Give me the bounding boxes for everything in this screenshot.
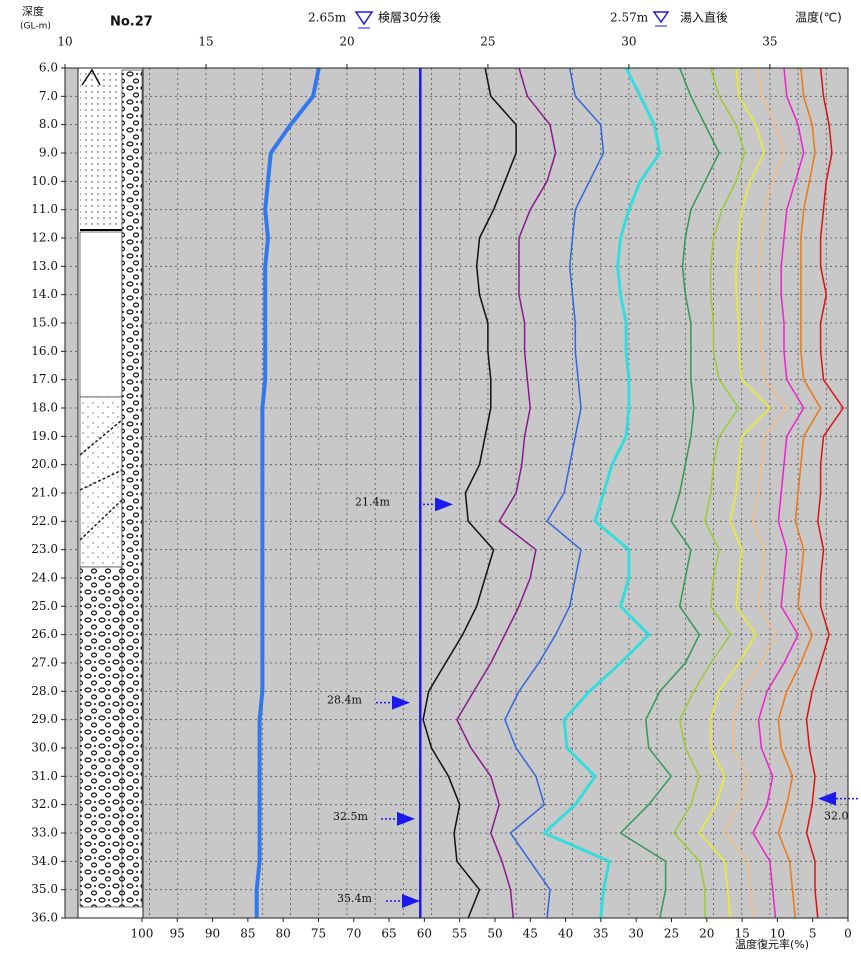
x2-tick-label: 10 <box>770 927 785 941</box>
water-level-symbol <box>356 12 372 28</box>
y-tick-label: 36.0 <box>31 911 58 925</box>
y-tick-label: 9.0 <box>39 146 58 160</box>
x2-tick-label: 65 <box>381 927 396 941</box>
annotation-label: 32.0 <box>824 810 849 823</box>
x2-tick-label: 50 <box>487 927 502 941</box>
depth-unit: (GL-m) <box>20 22 51 32</box>
x2-tick-label: 35 <box>593 927 608 941</box>
y-tick-label: 31.0 <box>31 769 58 783</box>
y-tick-label: 13.0 <box>31 259 58 273</box>
y-tick-label: 18.0 <box>31 401 58 415</box>
y-tick-label: 11.0 <box>31 202 58 216</box>
annotation-label: 28.4m <box>327 694 362 707</box>
x-tick-label: 35 <box>762 35 777 49</box>
y-tick-label: 17.0 <box>31 372 58 386</box>
x2-tick-label: 85 <box>240 927 255 941</box>
y-tick-label: 28.0 <box>31 684 58 698</box>
x-tick-label: 15 <box>198 35 213 49</box>
x-tick-label: 25 <box>480 35 495 49</box>
x2-tick-label: 75 <box>311 927 326 941</box>
y-tick-label: 34.0 <box>31 854 58 868</box>
x2-tick-label: 95 <box>170 927 185 941</box>
annotation-label: 35.4m <box>337 892 372 905</box>
well-name: No.27 <box>110 15 153 30</box>
x-tick-label: 10 <box>57 35 72 49</box>
x2-tick-label: 5 <box>809 927 817 941</box>
x2-tick-label: 20 <box>699 927 714 941</box>
x2-tick-label: 40 <box>558 927 573 941</box>
y-tick-label: 26.0 <box>31 627 58 641</box>
water-level-symbol <box>654 12 668 26</box>
page: {"chart_data": { "type": "line", "header… <box>0 0 861 955</box>
y-tick-label: 29.0 <box>31 712 58 726</box>
chart: 深度 (GL-m) No.27 2.65m 検層30分後 2.57m 湯入直後 … <box>0 0 861 955</box>
y-tick-label: 23.0 <box>31 542 58 556</box>
y-tick-label: 16.0 <box>31 344 58 358</box>
x2-tick-label: 90 <box>205 927 220 941</box>
x2-tick-label: 60 <box>417 927 432 941</box>
x-tick-label: 30 <box>621 35 636 49</box>
x2-tick-label: 80 <box>276 927 291 941</box>
x2-tick-label: 100 <box>131 927 154 941</box>
x2-tick-label: 25 <box>664 927 679 941</box>
y-tick-label: 25.0 <box>31 599 58 613</box>
annotation-label: 21.4m <box>355 495 390 508</box>
y-tick-label: 32.0 <box>31 797 58 811</box>
level-value: 2.65m <box>308 11 347 25</box>
y-tick-label: 12.0 <box>31 231 58 245</box>
x2-tick-label: 0 <box>844 927 852 941</box>
y-tick-label: 35.0 <box>31 882 58 896</box>
y-tick-label: 33.0 <box>31 826 58 840</box>
y-tick-label: 14.0 <box>31 287 58 301</box>
y-tick-label: 22.0 <box>31 514 58 528</box>
x2-tick-label: 55 <box>452 927 467 941</box>
geologic-column <box>78 68 143 918</box>
y-tick-label: 15.0 <box>31 316 58 330</box>
y-tick-label: 19.0 <box>31 429 58 443</box>
x2-tick-label: 30 <box>629 927 644 941</box>
level-caption: 検層30分後 <box>378 11 441 25</box>
annotation-label: 32.5m <box>333 810 368 823</box>
x2-tick-label: 15 <box>734 927 749 941</box>
temp-axis-label: 温度(℃) <box>795 10 842 25</box>
depth-label: 深度 <box>22 4 44 18</box>
y-tick-label: 21.0 <box>31 486 58 500</box>
y-tick-label: 27.0 <box>31 656 58 670</box>
y-tick-label: 7.0 <box>39 89 58 103</box>
level-value: 2.57m <box>610 11 649 25</box>
y-tick-label: 8.0 <box>39 117 58 131</box>
y-tick-label: 6.0 <box>39 61 58 75</box>
x2-tick-label: 45 <box>523 927 538 941</box>
level-caption: 湯入直後 <box>680 11 728 25</box>
x2-tick-label: 70 <box>346 927 361 941</box>
x-tick-label: 20 <box>339 35 354 49</box>
y-tick-label: 30.0 <box>31 741 58 755</box>
y-tick-label: 20.0 <box>31 457 58 471</box>
y-tick-label: 10.0 <box>31 174 58 188</box>
y-tick-label: 24.0 <box>31 571 58 585</box>
